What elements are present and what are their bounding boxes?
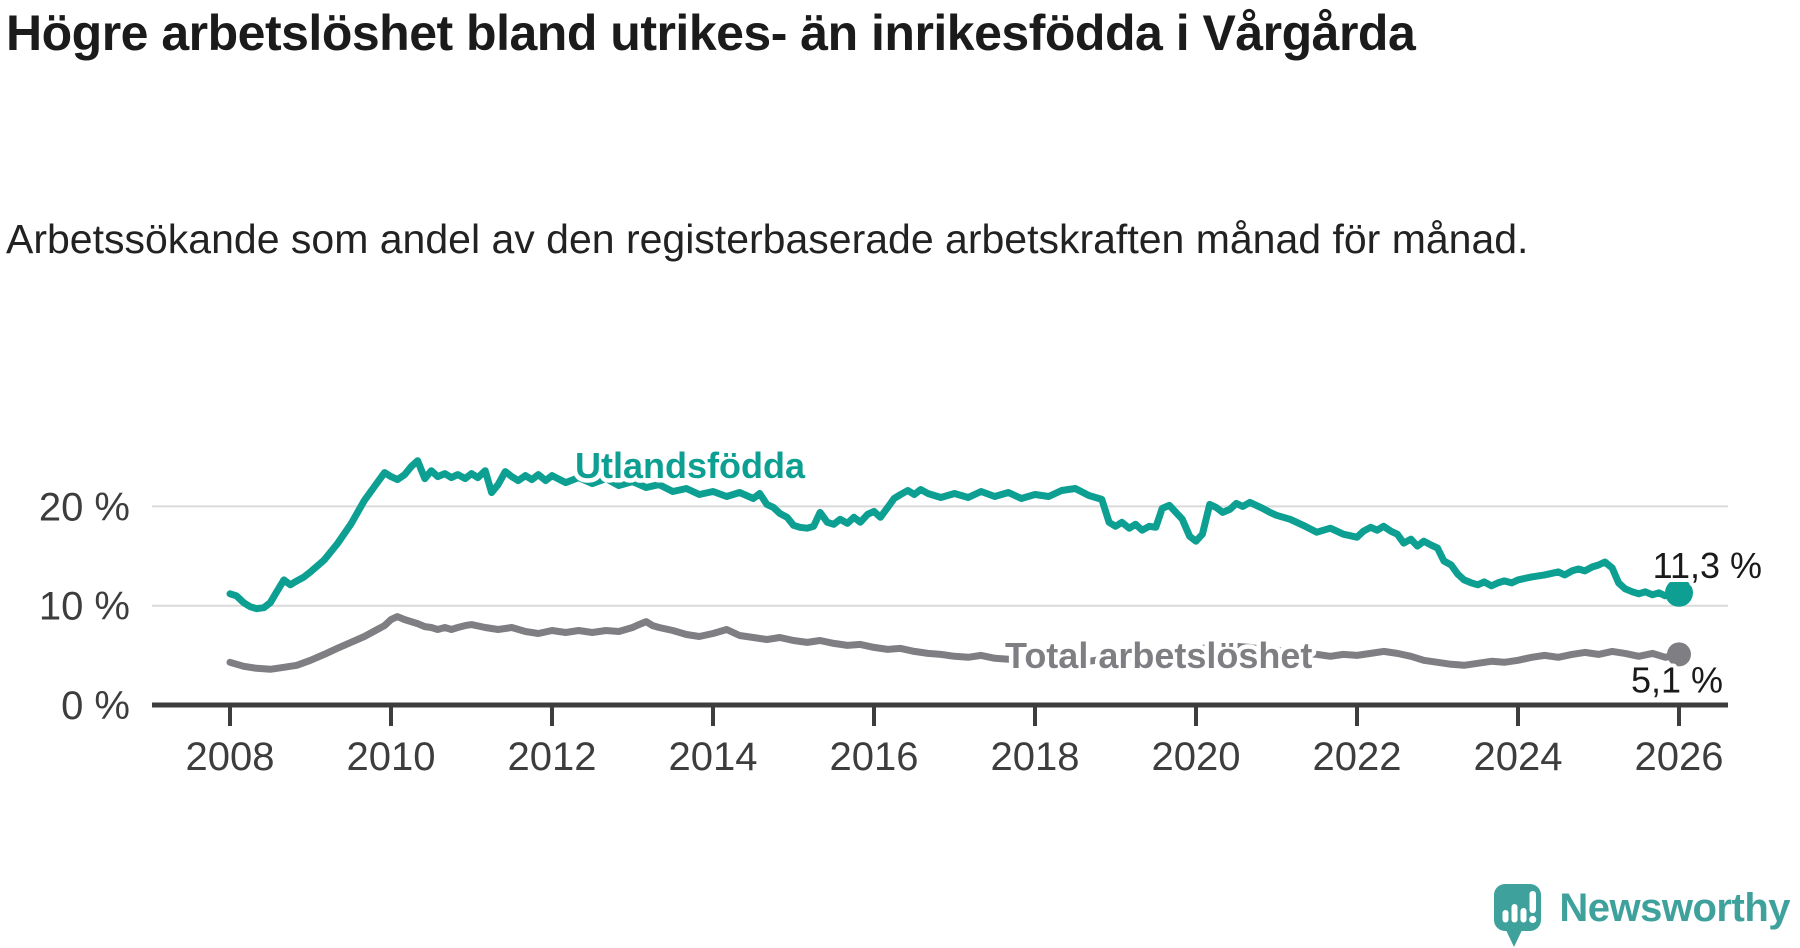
- series-end-dot-0: [1665, 578, 1693, 607]
- x-tick-label: 2020: [1152, 735, 1241, 779]
- gridlines: [152, 505, 1728, 607]
- x-tick-label: 2018: [991, 735, 1080, 779]
- chart-subtitle: Arbetssökande som andel av den registerb…: [6, 216, 1529, 262]
- series-end-value-0: 11,3 %: [1653, 545, 1762, 586]
- x-tick-label: 2022: [1313, 735, 1402, 779]
- y-tick-label: 0 %: [61, 684, 130, 728]
- x-tick-label: 2012: [508, 735, 597, 779]
- x-axis-labels: 2008 2010 2012 2014 2016 2018 2020 2022 2024 2026: [186, 735, 1724, 779]
- x-tick-label: 2014: [669, 735, 758, 779]
- x-tick-label: 2026: [1635, 735, 1724, 779]
- series-lines: [226, 457, 1683, 673]
- series-line-1: [226, 613, 1683, 673]
- x-tick-label: 2008: [186, 735, 275, 779]
- series-end-value-1: 5,1 %: [1631, 659, 1723, 700]
- x-tick-label: 2010: [347, 735, 436, 779]
- x-tick-label: 2016: [830, 735, 919, 779]
- brand-name: Newsworthy: [1559, 885, 1790, 930]
- x-axis-ticks: [228, 705, 1681, 726]
- series-inline-label-0: Utlandsfödda: [575, 445, 806, 486]
- y-tick-label: 20 %: [39, 485, 130, 529]
- series-end-dot-1: [1667, 642, 1691, 667]
- series-line-0: [226, 457, 1683, 613]
- x-tick-label: 2024: [1474, 735, 1563, 779]
- series-labels: Utlandsfödda 11,3 % Total arbetslöshet 5,1 …: [571, 441, 1767, 705]
- series-end-markers: [1665, 578, 1693, 667]
- brand-footer[interactable]: Newsworthy: [1492, 882, 1790, 948]
- series-inline-label-1: Total arbetslöshet: [1005, 635, 1312, 676]
- newsworthy-logo-icon: [1494, 884, 1542, 947]
- y-axis-labels: 0 % 10 % 20 %: [39, 485, 130, 728]
- page-title: Högre arbetslöshet bland utrikes- än inr…: [6, 5, 1416, 61]
- y-tick-label: 10 %: [39, 585, 130, 629]
